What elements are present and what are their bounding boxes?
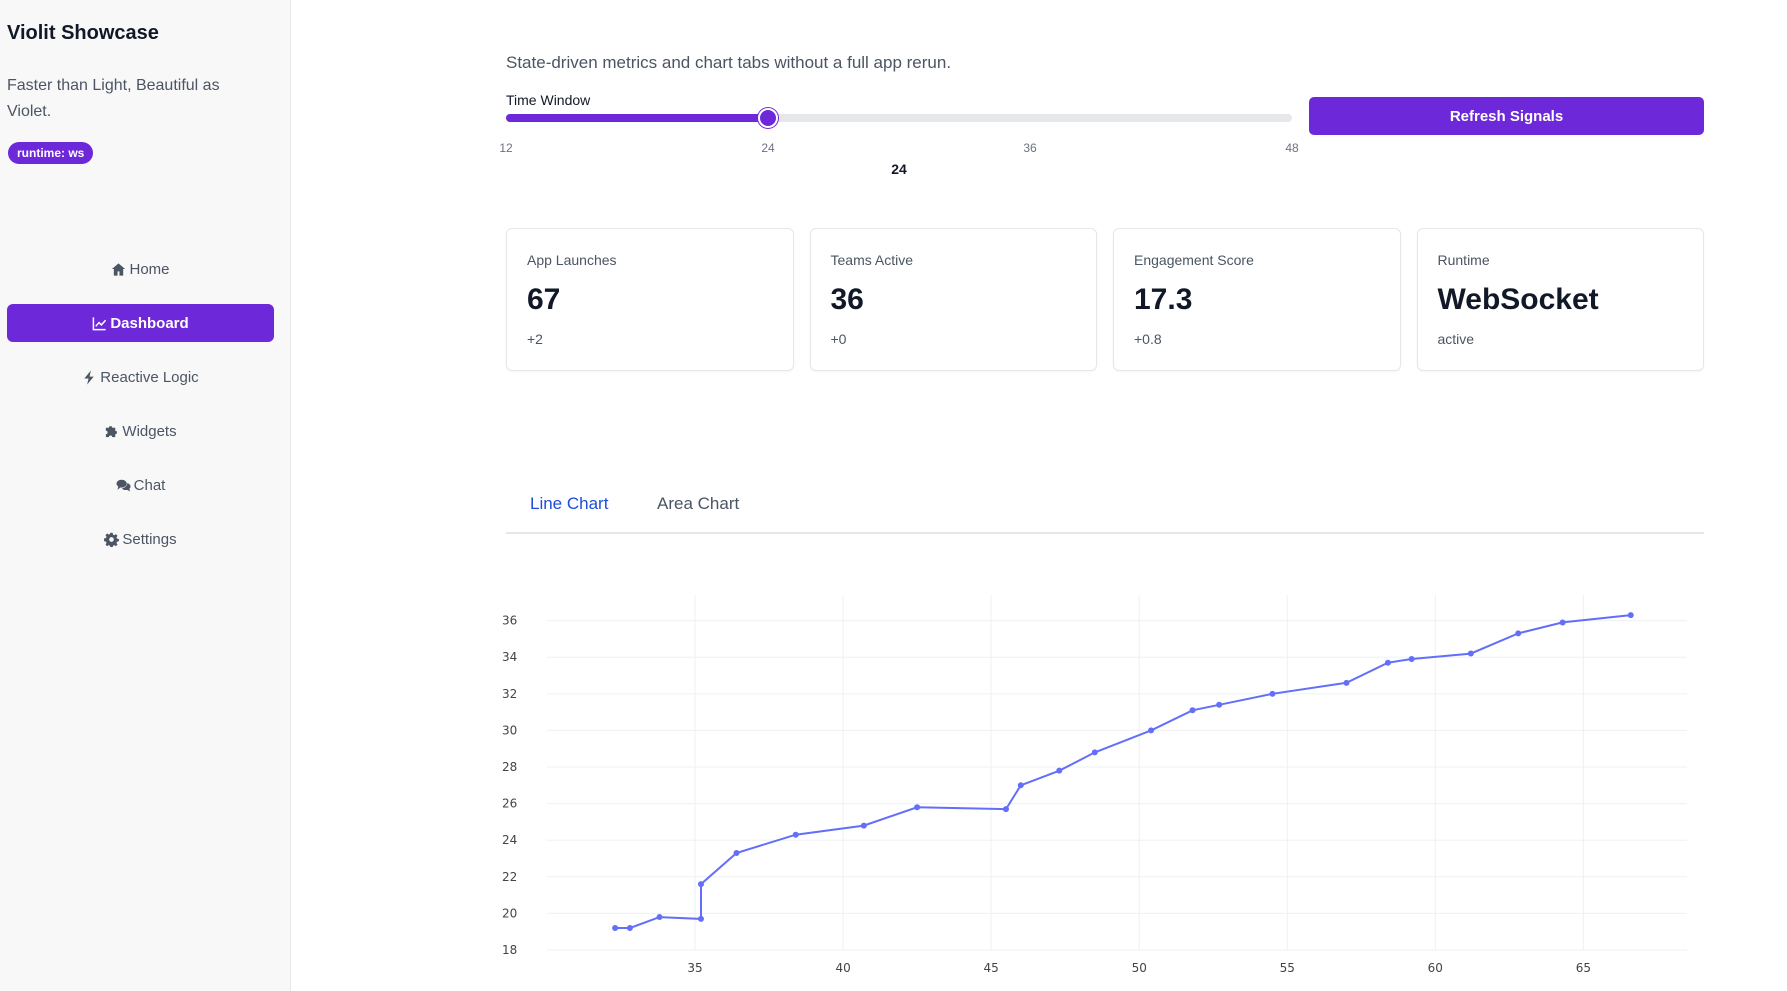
metric-value: 36 [830,283,864,316]
sidebar-item-dashboard[interactable]: Dashboard [7,304,274,342]
sidebar-item-label: Dashboard [110,314,189,332]
metric-label: App Launches [527,252,617,268]
sidebar-nav: Home Dashboard Reactive Logic Widgets Ch… [7,250,274,574]
data-point [1017,782,1024,789]
page-subtitle: State-driven metrics and chart tabs with… [506,53,952,72]
data-point [1091,749,1098,756]
tab-line-chart[interactable]: Line Chart [530,494,609,513]
metric-value: 17.3 [1134,283,1193,316]
data-point [792,831,799,838]
sidebar-item-label: Settings [122,530,177,548]
puzzle-icon [106,425,118,437]
runtime-badge: runtime: ws [8,142,94,164]
data-point [860,822,867,829]
data-point [1627,612,1634,619]
y-tick-label: 20 [502,906,517,920]
y-tick-label: 26 [502,797,517,811]
bolt-icon [84,369,95,385]
metric-card-app-launches: App Launches 67 +2 [506,228,794,371]
y-tick-label: 28 [502,760,517,774]
time-window-slider[interactable] [506,108,1292,128]
metric-delta: +0.8 [1134,331,1162,347]
x-tick-label: 45 [984,961,999,975]
metric-card-engagement-score: Engagement Score 17.3 +0.8 [1113,228,1401,371]
data-point [612,925,619,932]
metric-label: Teams Active [830,252,913,268]
x-tick-label: 60 [1428,961,1443,975]
data-point [1148,727,1155,734]
x-tick-label: 65 [1576,961,1591,975]
data-point [656,914,663,921]
data-point [1269,690,1276,697]
metric-delta: +0 [830,331,847,347]
sidebar-item-label: Reactive Logic [100,368,199,386]
y-tick-label: 32 [502,687,517,701]
data-point [1408,656,1415,663]
x-tick-label: 55 [1280,961,1295,975]
data-point [1467,650,1474,657]
metric-delta: active [1437,331,1475,347]
data-point [914,804,921,811]
app-tagline: Faster than Light, Beautiful as Violet. [7,77,220,120]
y-tick-label: 30 [502,723,517,737]
y-tick-label: 18 [502,943,517,957]
series-line [615,614,1631,929]
data-point [697,881,704,888]
slider-fill [506,114,768,122]
metric-card-teams-active: Teams Active 36 +0 [809,228,1097,371]
slider-thumb[interactable] [758,108,778,128]
data-point [1384,659,1391,666]
refresh-signals-button[interactable]: Refresh Signals [1309,97,1704,135]
main-content: State-driven metrics and chart tabs with… [291,0,1787,991]
slider-tick-label: 12 [499,141,513,155]
metric-value: WebSocket [1437,283,1599,316]
slider-tick-label: 48 [1285,141,1299,155]
sidebar-item-label: Widgets [122,422,177,440]
data-point [1189,707,1196,714]
x-tick-label: 35 [687,961,702,975]
metric-value: 67 [527,283,561,316]
metric-delta: +2 [527,331,543,347]
sidebar-item-settings[interactable]: Settings [7,520,274,558]
y-tick-label: 36 [502,614,517,628]
sidebar-item-chat[interactable]: Chat [7,466,274,504]
home-icon [112,262,126,276]
metric-label: Engagement Score [1134,252,1254,268]
data-point [1343,679,1350,686]
data-point [1002,806,1009,813]
data-point [1056,767,1063,774]
sidebar-item-label: Chat [133,476,166,494]
y-tick-label: 34 [502,650,517,664]
data-point [1216,701,1223,708]
metric-cards: App Launches 67 +2 Teams Active 36 +0 En… [506,228,1704,371]
y-tick-label: 24 [502,833,517,847]
sidebar-item-label: Home [129,260,170,278]
metric-card-runtime: Runtime WebSocket active [1416,228,1704,371]
data-point [1515,630,1522,637]
slider-tick-label: 24 [761,141,775,155]
sidebar: Violit Showcase Faster than Light, Beaut… [0,0,291,991]
sidebar-item-reactive-logic[interactable]: Reactive Logic [7,358,274,396]
x-tick-label: 40 [835,961,850,975]
data-point [733,850,740,857]
chart-tabs: Line Chart Area Chart [506,484,1704,534]
y-tick-label: 22 [502,870,517,884]
data-point [626,925,633,932]
sidebar-item-widgets[interactable]: Widgets [7,412,274,450]
x-tick-label: 50 [1132,961,1147,975]
data-point [1559,619,1566,626]
line-chart: 35 40 45 50 55 60 65 18 20 22 24 26 28 30 32 34 36 [502,595,1687,975]
chart-line-icon [92,316,107,330]
sidebar-item-home[interactable]: Home [7,250,274,288]
comments-icon [116,479,131,491]
slider-value: 24 [891,161,907,177]
gear-icon [104,532,120,547]
slider-tick-label: 36 [1023,141,1037,155]
time-window-label: Time Window [506,92,591,108]
tab-area-chart[interactable]: Area Chart [657,494,740,513]
metric-label: Runtime [1437,252,1490,268]
data-point [697,915,704,922]
app-title: Violit Showcase [7,22,159,44]
